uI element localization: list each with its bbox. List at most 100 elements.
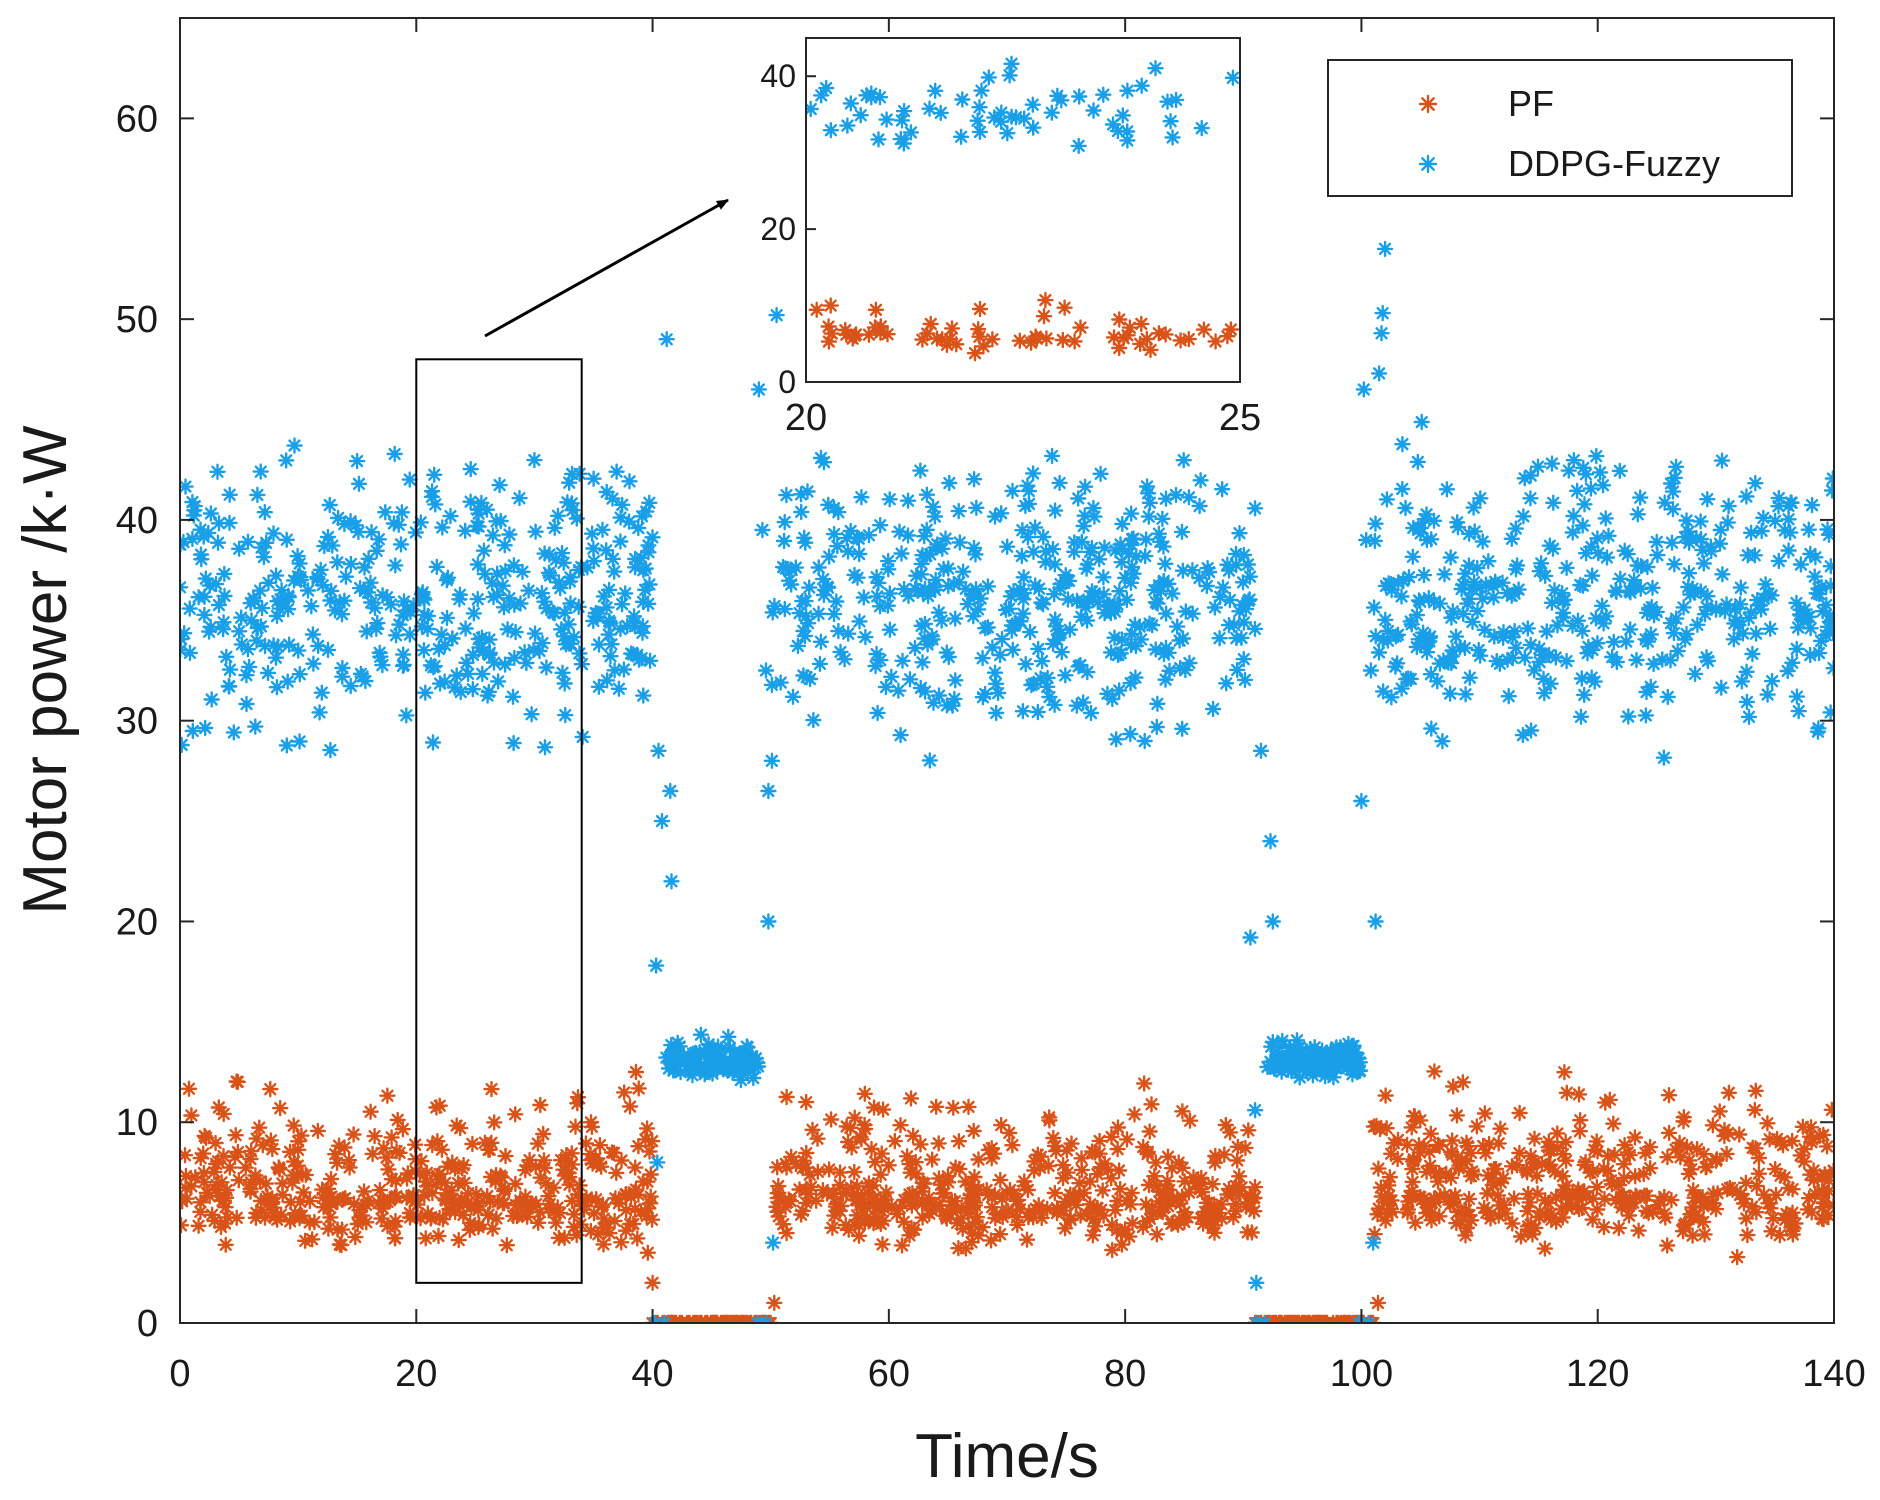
pf-point xyxy=(1520,1165,1534,1179)
pf-point xyxy=(1548,1165,1562,1179)
pf-point xyxy=(196,1147,210,1161)
pf-point xyxy=(364,1105,378,1119)
pf-point xyxy=(1514,1230,1528,1244)
ddpg-fuzzy-point xyxy=(1028,578,1042,592)
ddpg-fuzzy-point xyxy=(1237,616,1251,630)
pf-point xyxy=(287,1119,301,1133)
ddpg-fuzzy-point xyxy=(827,607,841,621)
ddpg-fuzzy-point xyxy=(1238,673,1252,687)
ddpg-fuzzy-point xyxy=(1768,514,1782,528)
inset-ddpg-fuzzy-point xyxy=(1116,108,1130,122)
pf-point xyxy=(984,1233,998,1247)
pf-point xyxy=(1009,1194,1023,1208)
ddpg-fuzzy-point xyxy=(917,529,931,543)
ddpg-fuzzy-point xyxy=(935,614,949,628)
inset-pf-point xyxy=(810,303,824,317)
ddpg-fuzzy-point xyxy=(620,619,634,633)
ddpg-fuzzy-point xyxy=(1237,652,1251,666)
pf-point xyxy=(1730,1250,1744,1264)
ddpg-fuzzy-point xyxy=(565,496,579,510)
pf-point xyxy=(1817,1196,1831,1210)
ddpg-fuzzy-point xyxy=(1243,931,1257,945)
ddpg-fuzzy-point xyxy=(399,708,413,722)
ddpg-fuzzy-point xyxy=(280,533,294,547)
ddpg-fuzzy-point xyxy=(1745,647,1759,661)
pf-point xyxy=(1677,1110,1691,1124)
inset-pf-point xyxy=(824,299,838,313)
ddpg-fuzzy-point xyxy=(1100,599,1114,613)
ddpg-fuzzy-point xyxy=(1229,547,1243,561)
pf-point xyxy=(946,1101,960,1115)
inset-pf-point xyxy=(1024,336,1038,350)
pf-point xyxy=(1464,1169,1478,1183)
ddpg-fuzzy-point xyxy=(1230,663,1244,677)
ddpg-fuzzy-point xyxy=(660,332,674,346)
ddpg-fuzzy-point xyxy=(1589,611,1603,625)
ddpg-fuzzy-point xyxy=(1473,649,1487,663)
ddpg-fuzzy-point xyxy=(350,454,364,468)
ddpg-fuzzy-point xyxy=(1690,618,1704,632)
ddpg-fuzzy-point xyxy=(497,600,511,614)
pf-point xyxy=(1391,1133,1405,1147)
pf-point xyxy=(194,1195,208,1209)
x-tick-label: 60 xyxy=(868,1353,910,1395)
pf-point xyxy=(1497,1198,1511,1212)
pf-point xyxy=(252,1121,266,1135)
ddpg-fuzzy-point xyxy=(767,599,781,613)
inset-ddpg-fuzzy-point xyxy=(1149,61,1163,75)
ddpg-fuzzy-point xyxy=(1537,686,1551,700)
pf-point xyxy=(593,1138,607,1152)
x-tick-label: 80 xyxy=(1104,1353,1146,1395)
ddpg-fuzzy-point xyxy=(217,567,231,581)
legend: PF DDPG-Fuzzy xyxy=(1328,60,1792,196)
ddpg-fuzzy-point xyxy=(337,594,351,608)
ddpg-fuzzy-point xyxy=(1811,725,1825,739)
pf-point xyxy=(299,1168,313,1182)
pf-point xyxy=(780,1226,794,1240)
ddpg-fuzzy-point xyxy=(1000,540,1014,554)
ddpg-fuzzy-point xyxy=(1239,602,1253,616)
ddpg-fuzzy-point xyxy=(1531,460,1545,474)
ddpg-fuzzy-point xyxy=(1790,642,1804,656)
ddpg-fuzzy-point xyxy=(1134,632,1148,646)
ddpg-fuzzy-point xyxy=(262,576,276,590)
pf-point xyxy=(533,1098,547,1112)
pf-point xyxy=(230,1075,244,1089)
pf-point xyxy=(1590,1203,1604,1217)
ddpg-fuzzy-point xyxy=(1369,629,1383,643)
pf-point xyxy=(1789,1217,1803,1231)
pf-point xyxy=(784,1194,798,1208)
pf-point xyxy=(1550,1126,1564,1140)
ddpg-fuzzy-point xyxy=(1661,690,1675,704)
ddpg-fuzzy-point xyxy=(1388,660,1402,674)
ddpg-fuzzy-point xyxy=(881,554,895,568)
ddpg-fuzzy-point xyxy=(812,607,826,621)
ddpg-fuzzy-point xyxy=(293,735,307,749)
ddpg-fuzzy-point xyxy=(1096,570,1110,584)
ddpg-fuzzy-point xyxy=(766,1236,780,1250)
ddpg-fuzzy-point xyxy=(1666,502,1680,516)
ddpg-fuzzy-point xyxy=(1083,545,1097,559)
ddpg-fuzzy-point xyxy=(1794,558,1808,572)
pf-point xyxy=(1796,1120,1810,1134)
pf-point xyxy=(1820,1139,1834,1153)
ddpg-fuzzy-point xyxy=(1213,631,1227,645)
ddpg-fuzzy-point xyxy=(914,681,928,695)
ddpg-fuzzy-point xyxy=(477,544,491,558)
pf-point xyxy=(1152,1194,1166,1208)
ddpg-fuzzy-point xyxy=(1459,687,1473,701)
inset-ddpg-fuzzy-point xyxy=(1161,95,1175,109)
ddpg-fuzzy-point xyxy=(1369,915,1383,929)
pf-point xyxy=(1178,1174,1192,1188)
pf-point xyxy=(1583,1166,1597,1180)
ddpg-fuzzy-point xyxy=(1621,547,1635,561)
pf-point xyxy=(1408,1109,1422,1123)
ddpg-fuzzy-point xyxy=(1357,382,1371,396)
inset-ddpg-fuzzy-point xyxy=(955,93,969,107)
ddpg-fuzzy-point xyxy=(502,528,516,542)
ddpg-fuzzy-point xyxy=(854,490,868,504)
ddpg-fuzzy-point xyxy=(952,575,966,589)
legend-marker-ddpg-fuzzy xyxy=(1420,156,1436,172)
inset-ddpg-fuzzy-point xyxy=(880,113,894,127)
pf-point xyxy=(631,1139,645,1153)
